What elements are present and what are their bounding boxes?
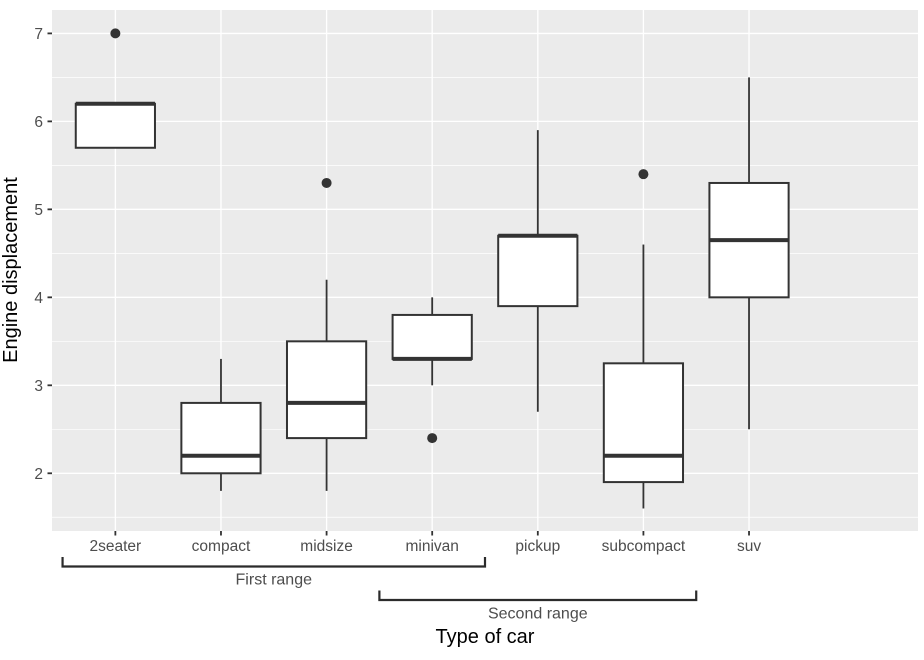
y-tick-label: 6	[34, 114, 43, 131]
boxplot-suv	[708, 77, 790, 430]
x-tick-label-pickup: pickup	[515, 538, 560, 555]
iqr-box	[391, 313, 473, 360]
y-tick-label: 3	[34, 378, 43, 395]
bracket-line	[61, 557, 487, 568]
boxplot-minivan	[391, 297, 473, 444]
y-tick-label: 4	[34, 290, 43, 307]
x-tick-label-midsize: midsize	[300, 538, 353, 555]
x-tick-label-2seater: 2seater	[90, 538, 142, 555]
x-tick-label-subcompact: subcompact	[602, 538, 686, 555]
outlier-point	[427, 433, 438, 444]
x-tick-label-compact: compact	[192, 538, 251, 555]
bracket-line	[378, 590, 698, 602]
x-tick-label-minivan: minivan	[405, 538, 458, 555]
range-annotations: First range Second range	[61, 557, 698, 623]
outlier-point	[638, 169, 649, 180]
boxplots	[74, 28, 790, 509]
iqr-box	[180, 401, 262, 475]
y-tick-label: 7	[34, 26, 43, 43]
axis-tick-marks	[47, 32, 750, 536]
bracket-label: Second range	[488, 606, 588, 623]
boxplot-subcompact	[602, 169, 685, 509]
boxplot-compact	[180, 358, 262, 491]
iqr-box	[497, 234, 579, 308]
y-axis-title: Engine displacement	[0, 177, 22, 363]
y-tick-label: 2	[34, 466, 43, 483]
axis-tick-labels: 2 3 4 5 6 7 2seater compact midsize minivan pickup…	[34, 26, 761, 555]
iqr-box	[602, 362, 685, 484]
outlier-point	[110, 28, 121, 39]
x-axis-title: Type of car	[436, 626, 535, 648]
iqr-box	[74, 102, 156, 149]
bracket-first-range: First range	[61, 557, 487, 589]
x-tick-label-suv: suv	[737, 538, 761, 555]
bracket-second-range: Second range	[378, 590, 698, 623]
outlier-point	[321, 177, 332, 188]
boxplot-pickup	[497, 130, 579, 412]
y-tick-label: 5	[34, 202, 43, 219]
bracket-label: First range	[236, 572, 313, 589]
boxplot-midsize	[285, 177, 368, 491]
iqr-box	[285, 340, 368, 440]
boxplot-2seater	[74, 28, 156, 149]
